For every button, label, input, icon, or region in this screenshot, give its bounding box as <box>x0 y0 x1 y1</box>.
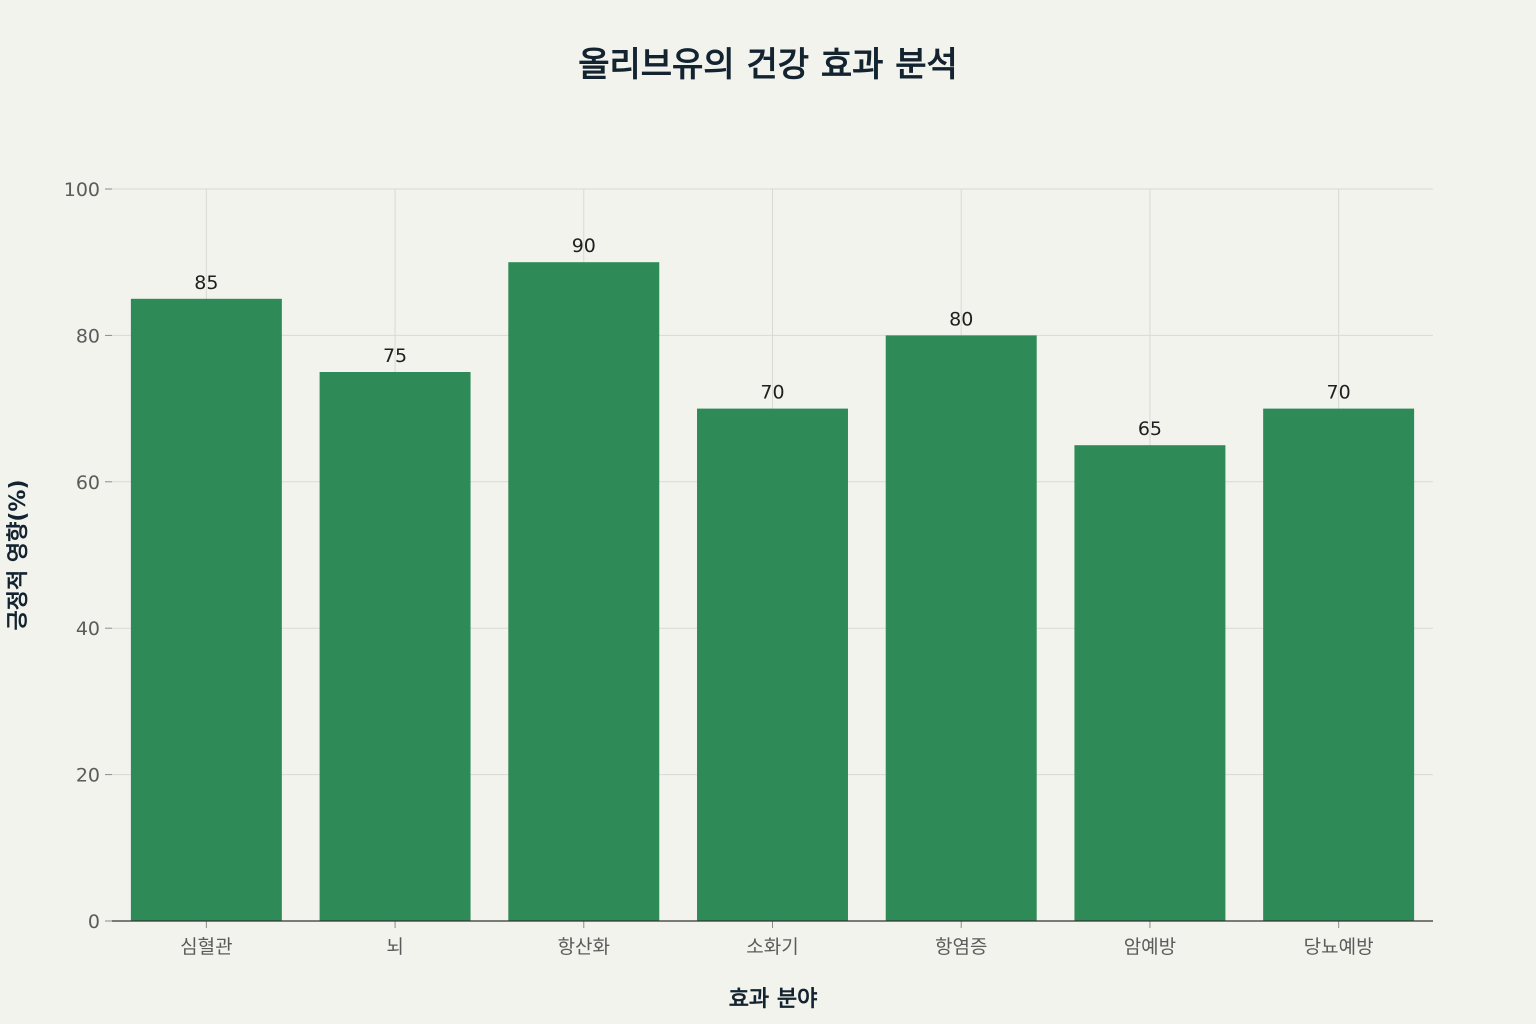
y-tick-label: 20 <box>76 765 100 787</box>
bar <box>1074 445 1226 921</box>
chart-title: 올리브유의 건강 효과 분석 <box>578 45 958 85</box>
y-tick-label: 100 <box>64 179 100 201</box>
bar <box>697 408 848 922</box>
axes: 0 20 40 60 80 100 심혈관 뇌 항산화 소화기 항염증 암예방 당뇨예방 <box>64 179 1433 958</box>
y-tick-label: 40 <box>76 618 100 640</box>
bar <box>319 372 471 921</box>
bar-value-label: 75 <box>383 345 407 367</box>
bar-value-label: 65 <box>1138 418 1162 440</box>
bar-value-label: 70 <box>760 382 784 404</box>
bar <box>885 335 1037 921</box>
bar-value-label: 85 <box>194 272 218 294</box>
value-labels: 85 75 90 70 80 65 70 <box>194 235 1350 440</box>
bar <box>508 262 660 921</box>
bar-value-label: 70 <box>1327 382 1351 404</box>
y-tick-label: 0 <box>88 911 100 933</box>
x-tick-label: 뇌 <box>386 936 403 958</box>
x-tick-label: 당뇨예방 <box>1304 936 1374 958</box>
bar-value-label: 90 <box>572 235 596 257</box>
y-axis-title: 긍정적 영향(%) <box>6 479 31 630</box>
bars <box>130 262 1415 922</box>
bar <box>130 298 282 921</box>
x-tick-label: 소화기 <box>746 936 798 958</box>
y-tick-label: 60 <box>76 472 100 494</box>
x-axis-title: 효과 분야 <box>729 987 818 1012</box>
bar <box>1263 408 1415 922</box>
x-tick-label: 암예방 <box>1124 936 1176 958</box>
x-tick-label: 심혈관 <box>180 936 232 958</box>
x-tick-label: 항염증 <box>935 936 987 958</box>
x-tick-label: 항산화 <box>558 936 610 958</box>
y-tick-label: 80 <box>76 325 100 347</box>
bar-value-label: 80 <box>949 308 973 330</box>
